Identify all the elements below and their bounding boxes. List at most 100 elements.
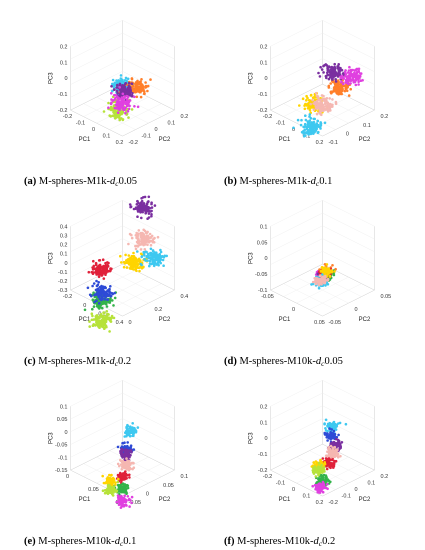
data-point — [144, 231, 148, 234]
data-point — [163, 254, 167, 258]
data-point — [135, 95, 139, 99]
cluster-6 — [86, 279, 116, 305]
data-point — [345, 89, 349, 93]
data-point — [123, 95, 126, 98]
z-tick-label: 0 — [64, 76, 67, 82]
scatter-points — [102, 74, 152, 122]
data-point — [122, 265, 126, 269]
caption-letter: (a) — [24, 176, 37, 187]
x-tick-label: 0 — [292, 487, 295, 493]
data-point — [152, 241, 156, 244]
data-point — [332, 76, 335, 79]
data-point — [124, 253, 127, 257]
data-point — [325, 464, 329, 467]
data-point — [124, 111, 127, 115]
data-point — [127, 242, 130, 246]
data-point — [304, 118, 308, 122]
data-point — [311, 280, 315, 284]
data-point — [144, 259, 147, 262]
data-point — [321, 480, 325, 484]
data-point — [345, 84, 349, 88]
data-point — [149, 243, 153, 247]
grid-line — [270, 212, 375, 240]
data-point — [136, 215, 139, 218]
y-tick-label: 0.2 — [381, 114, 389, 120]
z-tick-label: -0.2 — [258, 108, 267, 114]
data-point — [321, 457, 325, 460]
data-point — [128, 87, 132, 91]
data-point — [115, 100, 119, 104]
data-point — [92, 305, 96, 308]
x-tick-label: -0.2 — [63, 294, 72, 300]
data-point — [132, 432, 135, 436]
data-point — [137, 229, 141, 232]
data-point — [98, 285, 102, 289]
data-point — [305, 99, 308, 102]
data-point — [108, 269, 112, 273]
data-point — [338, 69, 341, 72]
data-point — [309, 94, 313, 97]
data-point — [146, 252, 150, 256]
grid-line — [70, 225, 175, 252]
data-point — [336, 453, 340, 456]
floor-plane — [69, 443, 176, 497]
data-point — [311, 129, 314, 133]
data-point — [142, 250, 145, 254]
data-point — [315, 461, 319, 465]
data-point — [127, 84, 131, 88]
data-point — [116, 473, 120, 477]
data-point — [315, 112, 319, 116]
y-tick-label: -0.2 — [329, 500, 338, 506]
cluster-2 — [119, 251, 149, 273]
data-point — [324, 429, 328, 432]
cluster-4 — [87, 258, 113, 280]
data-point — [120, 495, 123, 499]
panel-caption: (b) M-spheres-M1k-dc0.1 — [224, 176, 332, 188]
x-tick-label: -0.1 — [276, 481, 285, 487]
caption-sub: c — [115, 359, 119, 368]
y-tick-label: 0 — [146, 491, 149, 497]
x-axis-label: PC1 — [279, 137, 291, 143]
data-point — [148, 232, 152, 236]
data-point — [328, 465, 332, 468]
data-point — [145, 236, 149, 239]
data-point — [311, 126, 314, 130]
data-point — [122, 80, 125, 84]
data-point — [314, 91, 318, 95]
data-point — [353, 72, 356, 75]
data-point — [323, 102, 327, 105]
data-point — [112, 304, 115, 307]
grid-line — [109, 283, 162, 310]
data-point — [111, 89, 114, 93]
data-point — [127, 254, 131, 257]
data-point — [123, 483, 127, 487]
data-point — [308, 99, 312, 102]
data-point — [339, 454, 342, 458]
y-tick-label: 0.2 — [181, 114, 189, 120]
grid-line — [70, 58, 175, 85]
y-tick-label: 0.1 — [363, 123, 371, 129]
y-axis-label: PC2 — [159, 137, 171, 143]
data-point — [131, 257, 135, 261]
cluster-7 — [311, 274, 330, 287]
x-tick-label: 0.4 — [116, 320, 124, 326]
data-point — [324, 418, 328, 422]
data-point — [326, 432, 329, 436]
data-point — [349, 82, 352, 85]
data-point — [128, 476, 131, 479]
data-point — [326, 487, 329, 491]
data-point — [128, 467, 131, 470]
data-point — [324, 276, 327, 279]
data-point — [344, 75, 347, 78]
data-point — [145, 202, 149, 206]
data-point — [321, 109, 324, 112]
data-point — [154, 257, 158, 261]
data-point — [298, 104, 301, 107]
data-point — [128, 463, 131, 467]
caption-value: 0.2 — [322, 536, 335, 547]
z-tick-label: 0.05 — [57, 417, 68, 423]
x-axis-label: PC1 — [79, 137, 91, 143]
data-point — [321, 273, 324, 276]
data-point — [327, 447, 330, 450]
data-point — [103, 301, 107, 304]
